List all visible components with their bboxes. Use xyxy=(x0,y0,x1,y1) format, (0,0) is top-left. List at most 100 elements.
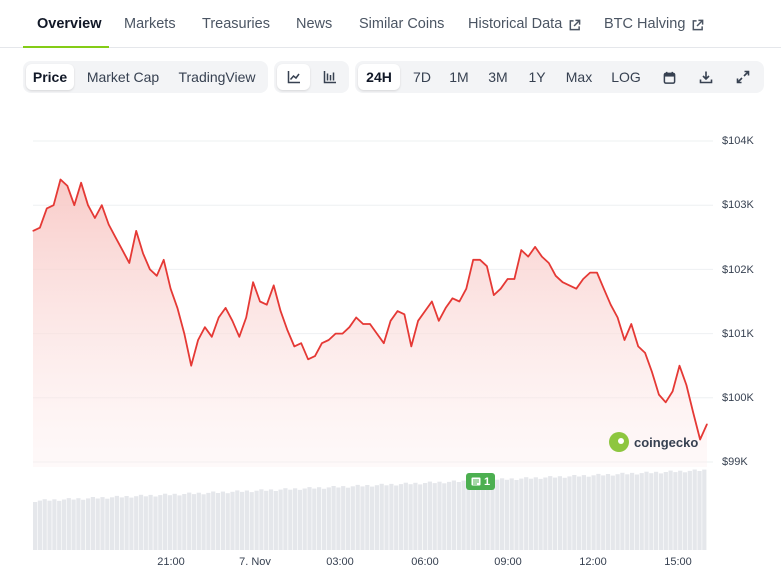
price-point xyxy=(197,339,199,341)
volume-bar xyxy=(66,498,71,550)
expand-icon xyxy=(736,70,750,84)
coingecko-logo-icon xyxy=(609,432,629,452)
range-1y-button[interactable]: 1Y xyxy=(528,69,546,85)
tab-similar-coins[interactable]: Similar Coins xyxy=(359,0,444,48)
price-point xyxy=(507,278,509,280)
volume-bar xyxy=(360,486,365,550)
price-point xyxy=(486,265,488,267)
tab-overview[interactable]: Overview xyxy=(37,0,102,48)
price-point xyxy=(66,185,68,187)
y-tick-label: $99K xyxy=(722,456,748,468)
price-point xyxy=(548,262,550,264)
volume-bar xyxy=(374,485,380,550)
range-1m-button[interactable]: 1M xyxy=(449,69,469,85)
tradingview-button[interactable]: TradingView xyxy=(178,69,256,85)
active-tab-indicator xyxy=(23,46,109,48)
tab-label: Historical Data xyxy=(468,16,563,32)
volume-bar xyxy=(461,480,466,550)
volume-bar xyxy=(57,500,62,550)
volume-bar xyxy=(389,483,394,550)
y-tick-label: $103K xyxy=(722,199,754,211)
price-point xyxy=(101,204,103,206)
event-marker[interactable]: 1 xyxy=(466,473,496,490)
download-button[interactable] xyxy=(690,64,722,90)
price-point xyxy=(163,259,165,261)
price-point xyxy=(438,320,440,322)
price-point xyxy=(678,365,681,367)
volume-bar xyxy=(240,491,245,550)
volume-bar xyxy=(466,482,471,550)
price-point xyxy=(314,355,316,357)
tab-label: News xyxy=(296,16,333,32)
price-point xyxy=(273,284,275,286)
price-area-fill xyxy=(33,179,707,467)
price-point xyxy=(94,217,96,219)
coingecko-watermark: coingecko xyxy=(609,432,698,452)
x-tick-label: 12:00 xyxy=(579,556,607,568)
range-7d-button[interactable]: 7D xyxy=(413,69,431,85)
date-range-button[interactable] xyxy=(653,64,685,90)
price-point xyxy=(39,227,41,229)
volume-bar xyxy=(562,477,567,550)
price-point xyxy=(225,307,227,309)
price-point xyxy=(582,278,584,280)
volume-bar xyxy=(625,474,630,550)
price-point xyxy=(73,204,75,206)
volume-bar xyxy=(630,472,635,550)
volume-bar xyxy=(124,496,129,550)
tab-label: BTC Halving xyxy=(604,16,686,32)
range-3m-button[interactable]: 3M xyxy=(488,69,508,85)
volume-bar xyxy=(86,498,91,550)
volume-bar xyxy=(100,497,105,550)
tab-historical-data[interactable]: Historical Data xyxy=(468,0,581,48)
tab-markets[interactable]: Markets xyxy=(124,0,176,48)
price-point xyxy=(479,259,481,261)
volume-bar xyxy=(596,473,601,550)
fullscreen-button[interactable] xyxy=(727,64,759,90)
volume-bar xyxy=(403,482,408,550)
price-point xyxy=(692,412,694,414)
volume-bar xyxy=(61,499,67,550)
volume-bar xyxy=(114,495,120,550)
volume-bar xyxy=(663,472,668,550)
price-point xyxy=(176,307,178,309)
price-point xyxy=(286,329,289,331)
price-point xyxy=(617,316,619,319)
range-max-button[interactable]: Max xyxy=(565,69,593,85)
price-point xyxy=(513,278,516,280)
price-point xyxy=(403,313,405,315)
candlestick-chart-icon xyxy=(323,71,336,84)
volume-bar xyxy=(211,491,216,550)
volume-bar xyxy=(264,490,269,550)
volume-bar xyxy=(307,487,312,550)
range-24h-button[interactable]: 24H xyxy=(358,64,400,90)
volume-bar xyxy=(673,472,678,550)
volume-bar xyxy=(81,499,86,550)
price-point xyxy=(451,297,454,299)
price-view-button[interactable]: Price xyxy=(26,64,74,90)
line-chart-button[interactable] xyxy=(277,64,310,90)
volume-bar xyxy=(543,477,548,550)
volume-bar xyxy=(196,492,201,550)
log-scale-button[interactable]: LOG xyxy=(611,69,641,85)
volume-bar xyxy=(620,472,625,550)
market-cap-view-button[interactable]: Market Cap xyxy=(86,69,160,85)
tab-btc-halving[interactable]: BTC Halving xyxy=(604,0,704,48)
volume-bar xyxy=(591,475,596,550)
x-tick-label: 15:00 xyxy=(664,556,692,568)
candlestick-chart-button[interactable] xyxy=(313,64,346,90)
volume-bar xyxy=(172,493,177,550)
price-point xyxy=(500,288,502,290)
price-point xyxy=(87,204,89,206)
volume-bar xyxy=(345,487,351,550)
tab-news[interactable]: News xyxy=(296,0,332,48)
volume-bar xyxy=(649,473,654,550)
tab-treasuries[interactable]: Treasuries xyxy=(202,0,270,48)
price-point xyxy=(527,256,529,258)
volume-bar xyxy=(288,489,293,550)
volume-bar xyxy=(268,489,274,550)
price-point xyxy=(238,336,240,338)
price-point xyxy=(211,336,213,338)
price-point xyxy=(190,365,192,367)
